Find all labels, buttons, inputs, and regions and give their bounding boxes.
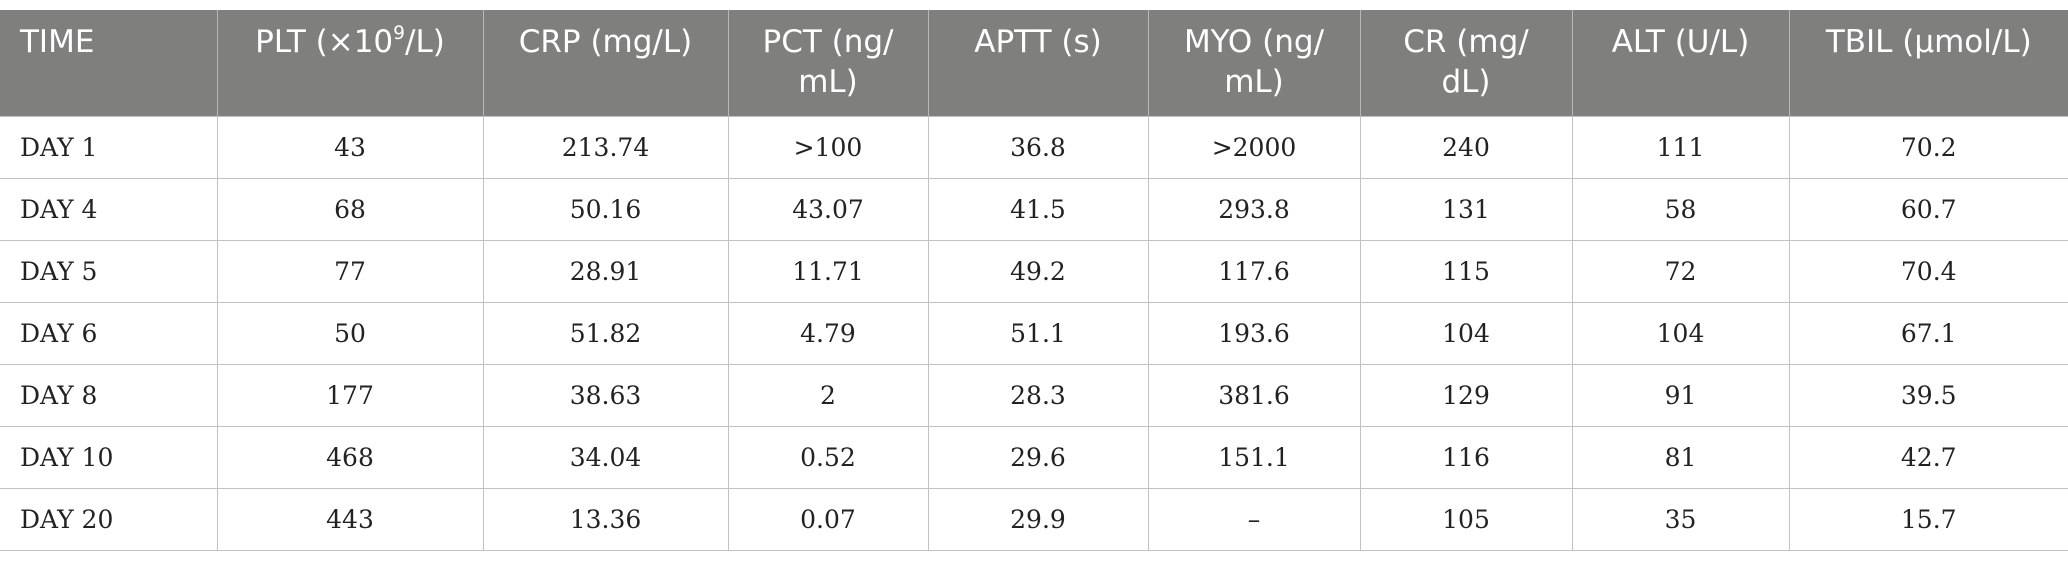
table-body: DAY 1 43 213.74 >100 36.8 >2000 240 111 … bbox=[0, 115, 2068, 551]
header-plt: PLT (×109/L) bbox=[216, 10, 484, 116]
cell-crp: 34.04 bbox=[482, 425, 729, 489]
cell-aptt: 49.2 bbox=[927, 239, 1149, 303]
table-row: DAY 1 43 213.74 >100 36.8 >2000 240 111 … bbox=[0, 115, 2068, 179]
cell-crp: 50.16 bbox=[482, 177, 729, 241]
cell-cr: 105 bbox=[1359, 487, 1573, 551]
cell-aptt: 51.1 bbox=[927, 301, 1149, 365]
cell-myo: >2000 bbox=[1147, 115, 1361, 179]
cell-pct: 0.07 bbox=[727, 487, 929, 551]
cell-myo: 151.1 bbox=[1147, 425, 1361, 489]
cell-myo: 293.8 bbox=[1147, 177, 1361, 241]
header-aptt: APTT (s) bbox=[927, 10, 1149, 116]
table-row: DAY 8 177 38.63 2 28.3 381.6 129 91 39.5 bbox=[0, 363, 2068, 427]
cell-myo: 117.6 bbox=[1147, 239, 1361, 303]
cell-time: DAY 10 bbox=[0, 425, 218, 489]
cell-time: DAY 5 bbox=[0, 239, 218, 303]
cell-time: DAY 4 bbox=[0, 177, 218, 241]
cell-alt: 72 bbox=[1571, 239, 1790, 303]
cell-myo: 381.6 bbox=[1147, 363, 1361, 427]
cell-cr: 115 bbox=[1359, 239, 1573, 303]
cell-pct: 2 bbox=[727, 363, 929, 427]
cell-tbil: 67.1 bbox=[1788, 301, 2068, 365]
cell-cr: 129 bbox=[1359, 363, 1573, 427]
cell-cr: 240 bbox=[1359, 115, 1573, 179]
header-myo: MYO (ng/ mL) bbox=[1147, 10, 1361, 116]
cell-aptt: 29.9 bbox=[927, 487, 1149, 551]
cell-plt: 68 bbox=[216, 177, 484, 241]
header-row: TIME PLT (×109/L) CRP (mg/L) PCT (ng/ mL… bbox=[0, 10, 2068, 116]
cell-plt: 43 bbox=[216, 115, 484, 179]
cell-time: DAY 8 bbox=[0, 363, 218, 427]
cell-plt: 77 bbox=[216, 239, 484, 303]
header-pct: PCT (ng/ mL) bbox=[727, 10, 929, 116]
table-row: DAY 10 468 34.04 0.52 29.6 151.1 116 81 … bbox=[0, 425, 2068, 489]
cell-pct: 11.71 bbox=[727, 239, 929, 303]
header-plt-suffix: /L) bbox=[405, 24, 445, 60]
table-container: TIME PLT (×109/L) CRP (mg/L) PCT (ng/ mL… bbox=[0, 10, 2068, 551]
cell-time: DAY 1 bbox=[0, 115, 218, 179]
cell-crp: 13.36 bbox=[482, 487, 729, 551]
cell-time: DAY 6 bbox=[0, 301, 218, 365]
cell-tbil: 70.4 bbox=[1788, 239, 2068, 303]
table-row: DAY 5 77 28.91 11.71 49.2 117.6 115 72 7… bbox=[0, 239, 2068, 303]
cell-crp: 38.63 bbox=[482, 363, 729, 427]
cell-pct: 4.79 bbox=[727, 301, 929, 365]
cell-tbil: 15.7 bbox=[1788, 487, 2068, 551]
table-row: DAY 20 443 13.36 0.07 29.9 – 105 35 15.7 bbox=[0, 487, 2068, 551]
header-plt-superscript: 9 bbox=[393, 22, 406, 44]
cell-plt: 50 bbox=[216, 301, 484, 365]
cell-aptt: 41.5 bbox=[927, 177, 1149, 241]
cell-cr: 104 bbox=[1359, 301, 1573, 365]
table-header: TIME PLT (×109/L) CRP (mg/L) PCT (ng/ mL… bbox=[0, 10, 2068, 116]
header-alt: ALT (U/L) bbox=[1571, 10, 1790, 116]
table-row: DAY 6 50 51.82 4.79 51.1 193.6 104 104 6… bbox=[0, 301, 2068, 365]
cell-alt: 111 bbox=[1571, 115, 1790, 179]
header-time: TIME bbox=[0, 10, 218, 116]
cell-tbil: 60.7 bbox=[1788, 177, 2068, 241]
cell-plt: 177 bbox=[216, 363, 484, 427]
cell-plt: 468 bbox=[216, 425, 484, 489]
cell-crp: 51.82 bbox=[482, 301, 729, 365]
cell-tbil: 39.5 bbox=[1788, 363, 2068, 427]
header-plt-prefix: PLT (×10 bbox=[255, 24, 394, 60]
table-row: DAY 4 68 50.16 43.07 41.5 293.8 131 58 6… bbox=[0, 177, 2068, 241]
cell-alt: 58 bbox=[1571, 177, 1790, 241]
cell-tbil: 70.2 bbox=[1788, 115, 2068, 179]
cell-aptt: 36.8 bbox=[927, 115, 1149, 179]
lab-results-table: TIME PLT (×109/L) CRP (mg/L) PCT (ng/ mL… bbox=[0, 10, 2068, 551]
cell-crp: 213.74 bbox=[482, 115, 729, 179]
cell-aptt: 29.6 bbox=[927, 425, 1149, 489]
cell-alt: 91 bbox=[1571, 363, 1790, 427]
cell-pct: 43.07 bbox=[727, 177, 929, 241]
cell-time: DAY 20 bbox=[0, 487, 218, 551]
cell-tbil: 42.7 bbox=[1788, 425, 2068, 489]
cell-alt: 81 bbox=[1571, 425, 1790, 489]
cell-cr: 116 bbox=[1359, 425, 1573, 489]
cell-cr: 131 bbox=[1359, 177, 1573, 241]
cell-aptt: 28.3 bbox=[927, 363, 1149, 427]
cell-crp: 28.91 bbox=[482, 239, 729, 303]
cell-plt: 443 bbox=[216, 487, 484, 551]
cell-pct: >100 bbox=[727, 115, 929, 179]
header-cr: CR (mg/ dL) bbox=[1359, 10, 1573, 116]
cell-alt: 104 bbox=[1571, 301, 1790, 365]
cell-myo: 193.6 bbox=[1147, 301, 1361, 365]
cell-pct: 0.52 bbox=[727, 425, 929, 489]
header-tbil: TBIL (μmol/L) bbox=[1788, 10, 2068, 116]
header-crp: CRP (mg/L) bbox=[482, 10, 729, 116]
cell-myo: – bbox=[1147, 487, 1361, 551]
cell-alt: 35 bbox=[1571, 487, 1790, 551]
